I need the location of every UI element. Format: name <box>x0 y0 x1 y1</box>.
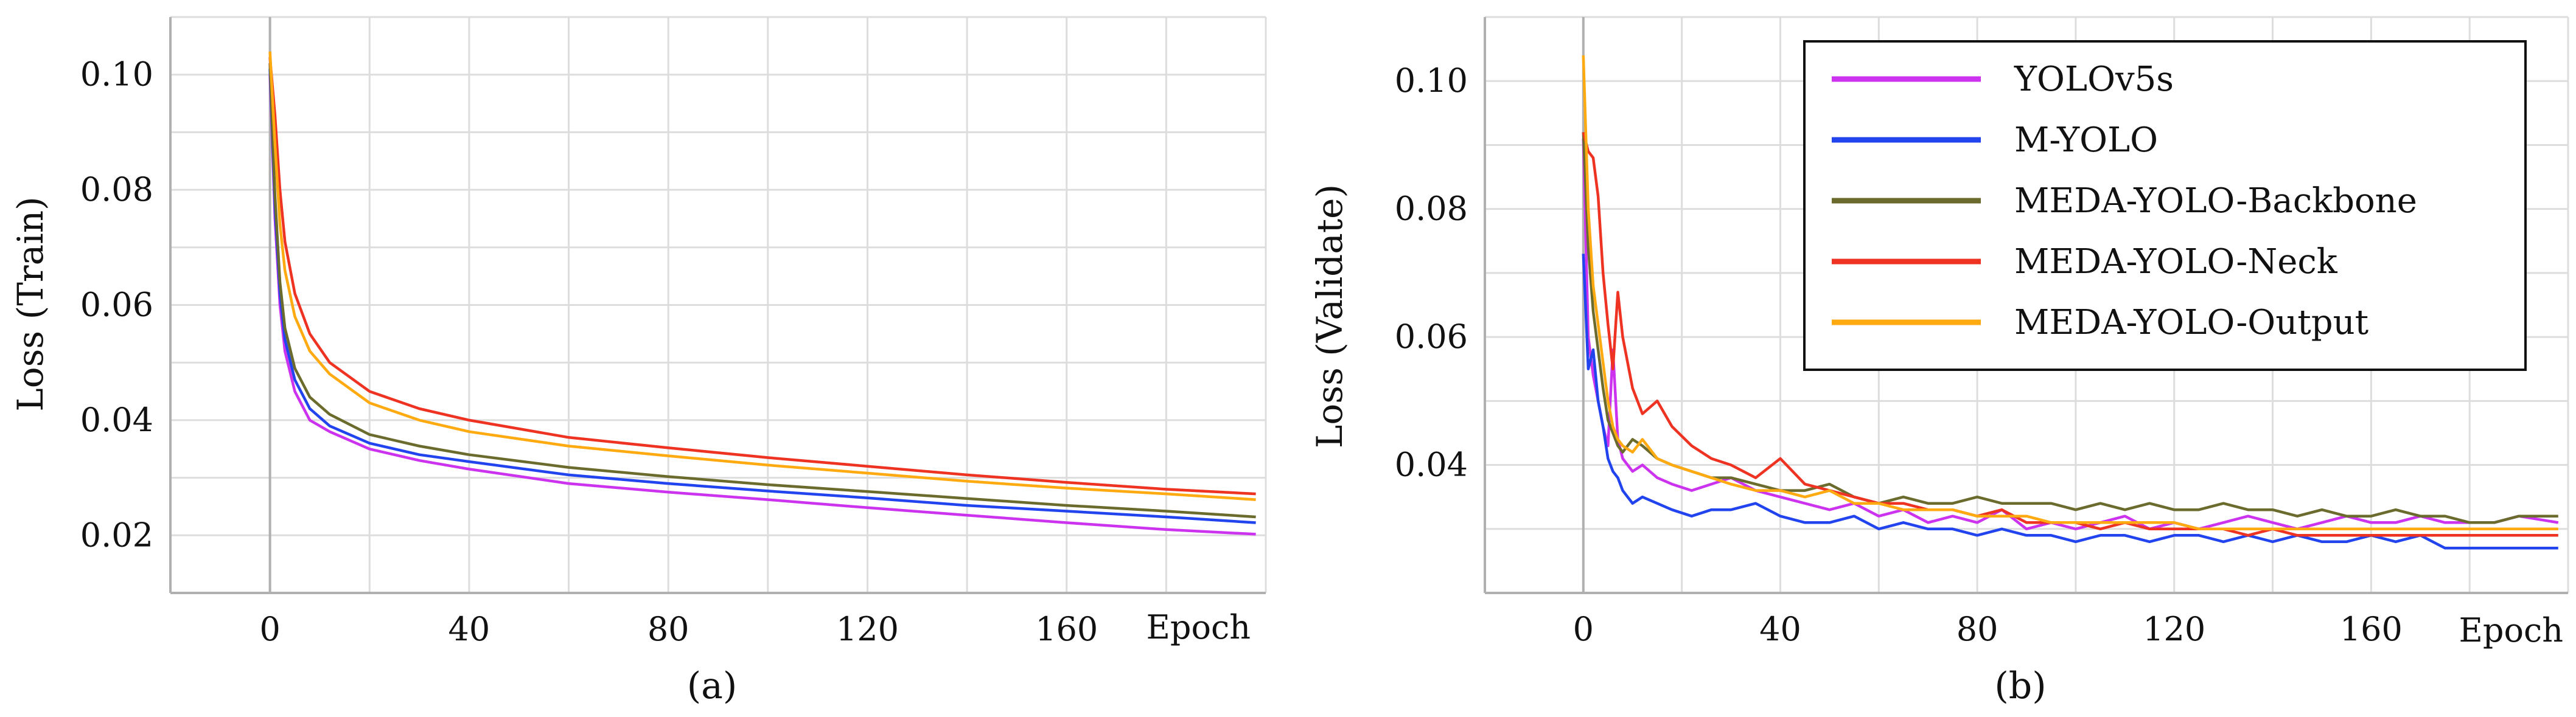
series-line-meda-yolo-output <box>268 51 1256 501</box>
x-tick-label: 40 <box>449 610 490 648</box>
x-tick-label: 40 <box>1759 610 1801 648</box>
x-tick-label: 160 <box>1035 610 1098 648</box>
panel-b-ticks: 0 40 80 120 160 0.04 0.06 0.08 0.10 <box>1395 61 2403 648</box>
panel-a-ticks: 0 40 80 120 160 0.02 0.04 0.06 0.08 0.10 <box>80 55 1098 648</box>
x-tick-label: 120 <box>836 610 899 648</box>
series-line-m-yolo <box>1582 254 2558 550</box>
legend-label: MEDA-YOLO-Neck <box>2014 242 2338 282</box>
y-tick-label: 0.08 <box>80 170 153 209</box>
x-tick-label: 160 <box>2340 610 2403 648</box>
x-tick-label: 0 <box>1573 610 1594 648</box>
series-line-meda-yolo-backbone <box>268 63 1256 519</box>
series-line-meda-yolo-output <box>1582 55 2558 531</box>
panel-a-train-loss: 0 40 80 120 160 0.02 0.04 0.06 0.08 0.10 Loss (Tr… <box>10 16 1267 707</box>
y-tick-label: 0.04 <box>1395 446 1468 484</box>
legend-box <box>1803 40 2527 371</box>
series-line-meda-yolo-neck <box>268 57 1256 496</box>
panel-b-ylabel: Loss (Validate) <box>1309 184 1350 448</box>
series-line-yolov5s <box>268 74 1256 536</box>
panel-b-axes <box>1484 17 2568 594</box>
legend-label: MEDA-YOLO-Backbone <box>2014 181 2417 221</box>
legend-label: YOLOv5s <box>2014 60 2174 99</box>
legend-label: MEDA-YOLO-Output <box>2014 303 2369 342</box>
panel-a-grid <box>169 16 1267 594</box>
legend-items: YOLOv5s M-YOLO MEDA-YOLO-Backbone MEDA-YOLO… <box>1832 60 2417 342</box>
x-tick-label: 80 <box>647 610 689 648</box>
y-tick-label: 0.06 <box>80 286 153 324</box>
y-tick-label: 0.10 <box>1395 61 1468 100</box>
panel-a-subpanel-label: (a) <box>687 665 738 707</box>
y-tick-label: 0.04 <box>80 401 153 439</box>
panel-a-xlabel: Epoch <box>1146 608 1251 646</box>
x-tick-label: 0 <box>259 610 280 648</box>
y-tick-label: 0.10 <box>80 55 153 94</box>
y-tick-label: 0.06 <box>1395 317 1468 356</box>
x-tick-label: 120 <box>2143 610 2205 648</box>
series-line-meda-yolo-backbone <box>1582 132 2558 524</box>
x-tick-label: 80 <box>1956 610 1998 648</box>
panel-a-series <box>268 51 1256 536</box>
y-tick-label: 0.08 <box>1395 190 1468 228</box>
panel-a-ylabel: Loss (Train) <box>10 196 51 412</box>
panel-b-validate-loss: 0 40 80 120 160 0.04 0.06 0.08 0.10 Loss (Valida… <box>1309 16 2569 707</box>
panel-b-subpanel-label: (b) <box>1994 665 2046 707</box>
panel-b-series <box>1582 55 2559 550</box>
legend-label: M-YOLO <box>2014 120 2158 160</box>
series-line-m-yolo <box>268 69 1256 524</box>
panel-b-legend: YOLOv5s M-YOLO MEDA-YOLO-Backbone MEDA-YOLO… <box>1803 40 2527 371</box>
panel-b-xlabel: Epoch <box>2459 611 2563 649</box>
y-tick-label: 0.02 <box>80 516 153 554</box>
